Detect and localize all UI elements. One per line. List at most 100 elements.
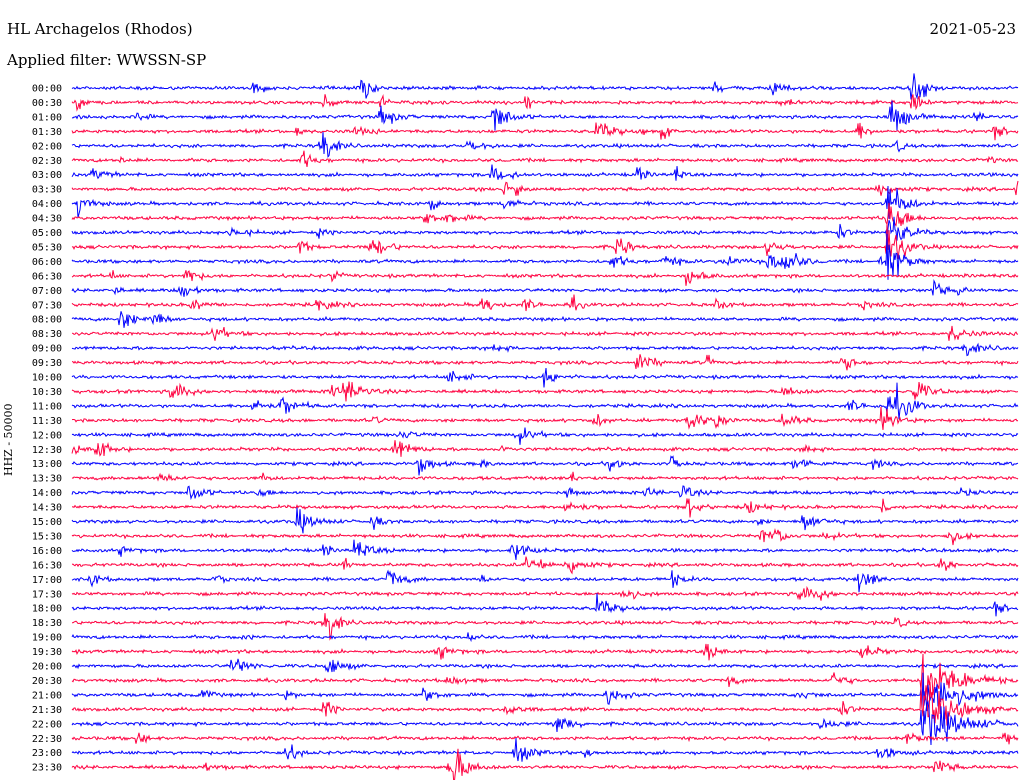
trace-tick-label: 16:30: [32, 560, 62, 571]
trace-line: [71, 73, 1019, 100]
tick-label-group: 00:00 00:30 01:00 01:30 02:00 02:30 03:00 03:30…: [32, 84, 62, 774]
trace-tick-label: 09:00: [32, 344, 62, 355]
trace-line: [71, 368, 1019, 388]
trace-tick-label: 06:00: [32, 257, 62, 268]
trace-line: [71, 699, 1019, 746]
trace-tick-label: 13:00: [32, 459, 62, 470]
trace-tick-label: 01:30: [32, 127, 62, 138]
trace-tick-label: 00:00: [32, 84, 62, 95]
trace-tick-label: 10:00: [32, 373, 62, 384]
trace-tick-label: 03:00: [32, 170, 62, 181]
trace-line: [71, 164, 1019, 181]
trace-tick-label: 17:30: [32, 589, 62, 600]
trace-tick-label: 10:30: [32, 387, 62, 398]
trace-tick-label: 19:30: [32, 647, 62, 658]
trace-line: [71, 507, 1019, 534]
trace-tick-label: 19:00: [32, 633, 62, 644]
trace-tick-label: 02:00: [32, 141, 62, 152]
trace-line: [71, 455, 1019, 476]
trace-line: [71, 180, 1019, 196]
trace-line: [71, 440, 1019, 457]
trace-tick-label: 11:30: [32, 416, 62, 427]
trace-line: [71, 471, 1019, 482]
trace-line: [71, 122, 1019, 141]
trace-line: [71, 653, 1019, 705]
trace-tick-label: 11:00: [32, 401, 62, 412]
trace-line: [71, 658, 1019, 673]
trace-tick-label: 12:00: [32, 430, 62, 441]
trace-line: [71, 737, 1019, 762]
trace-line: [71, 150, 1019, 167]
trace-line: [71, 681, 1019, 726]
trace-tick-label: 02:30: [32, 156, 62, 167]
trace-line: [71, 406, 1019, 430]
trace-line: [71, 498, 1019, 518]
trace-tick-label: 14:30: [32, 503, 62, 514]
trace-line: [71, 279, 1018, 297]
trace-tick-label: 22:30: [32, 734, 62, 745]
trace-tick-label: 20:30: [32, 676, 62, 687]
trace-line: [71, 569, 1019, 593]
trace-tick-label: 23:00: [32, 748, 62, 759]
trace-tick-label: 21:00: [32, 690, 62, 701]
trace-line: [71, 94, 1019, 112]
trace-tick-label: 07:00: [32, 286, 62, 297]
trace-tick-label: 15:00: [32, 517, 62, 528]
trace-line: [71, 593, 1019, 617]
trace-tick-label: 04:00: [32, 199, 62, 210]
trace-line: [71, 585, 1019, 601]
date-label: 2021-05-23: [929, 20, 1016, 38]
filter-label: Applied filter: WWSSN-SP: [7, 51, 207, 69]
trace-tick-label: 08:00: [32, 315, 62, 326]
trace-line: [71, 382, 1019, 420]
trace-tick-label: 08:30: [32, 329, 62, 340]
trace-tick-label: 09:30: [32, 358, 62, 369]
trace-line: [71, 556, 1019, 575]
trace-line: [71, 325, 1019, 341]
trace-line: [71, 427, 1019, 445]
trace-line: [71, 216, 1018, 244]
trace-tick-label: 05:00: [32, 228, 62, 239]
trace-line: [72, 613, 1019, 641]
trace-tick-label: 20:00: [32, 662, 62, 673]
trace-tick-label: 01:00: [32, 112, 62, 123]
trace-tick-label: 14:00: [32, 488, 62, 499]
station-title: HL Archagelos (Rhodos): [7, 20, 193, 38]
trace-tick-label: 22:00: [32, 719, 62, 730]
trace-tick-label: 06:30: [32, 271, 62, 282]
trace-line: [71, 100, 1019, 131]
trace-tick-label: 13:30: [32, 474, 62, 485]
trace-line: [71, 185, 1019, 219]
trace-line: [71, 354, 1019, 371]
trace-tick-label: 23:30: [32, 763, 62, 774]
trace-line: [71, 527, 1019, 546]
trace-line: [71, 632, 1019, 643]
trace-tick-label: 05:30: [32, 242, 62, 253]
trace-line: [71, 381, 1019, 402]
trace-tick-label: 17:00: [32, 575, 62, 586]
trace-line: [71, 223, 1019, 259]
trace-line: [71, 202, 1019, 227]
trace-tick-label: 07:30: [32, 300, 62, 311]
trace-tick-label: 18:30: [32, 618, 62, 629]
trace-tick-label: 12:30: [32, 445, 62, 456]
trace-tick-label: 00:30: [32, 98, 62, 109]
trace-line: [71, 233, 1019, 280]
trace-line: [71, 294, 1019, 312]
trace-line: [71, 132, 1019, 158]
trace-line: [71, 748, 1019, 780]
trace-tick-label: 04:30: [32, 214, 62, 225]
trace-tick-label: 16:00: [32, 546, 62, 557]
trace-line: [71, 732, 1019, 745]
trace-line: [71, 539, 1019, 560]
trace-line: [71, 269, 1019, 286]
trace-line: [71, 311, 1019, 328]
trace-tick-label: 03:30: [32, 185, 62, 196]
trace-line: [71, 643, 1019, 661]
trace-line: [71, 342, 1019, 357]
trace-tick-label: 18:00: [32, 604, 62, 615]
trace-line: [71, 672, 1019, 712]
trace-group: [71, 73, 1019, 780]
trace-tick-label: 15:30: [32, 531, 62, 542]
